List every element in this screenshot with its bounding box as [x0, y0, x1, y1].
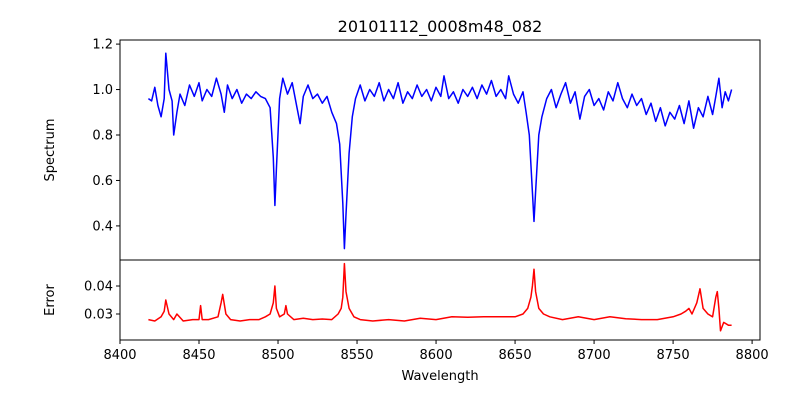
- x-tick-label: 8800: [736, 348, 769, 363]
- plot-frame-1: [119, 259, 761, 341]
- y-tick-label: 1.0: [92, 83, 113, 98]
- series-line-error: [148, 262, 732, 332]
- x-tick-label: 8400: [103, 348, 136, 363]
- y-tick-label: 0.04: [84, 280, 113, 295]
- y-tick-label: 0.8: [92, 129, 113, 144]
- y-axis-label-spectrum: Spectrum: [43, 119, 58, 182]
- x-tick-label: 8550: [340, 348, 373, 363]
- chart-title: 20101112_0008m48_082: [338, 17, 543, 37]
- series-line-spectrum: [147, 52, 733, 250]
- y-tick-label: 0.03: [84, 307, 113, 322]
- x-tick-label: 8500: [261, 348, 294, 363]
- y-tick-label: 1.2: [92, 38, 113, 53]
- y-tick-label: 0.4: [92, 219, 113, 234]
- x-tick-label: 8700: [578, 348, 611, 363]
- x-axis-label: Wavelength: [401, 369, 478, 384]
- x-tick-label: 8600: [420, 348, 453, 363]
- y-axis-label-error: Error: [43, 284, 58, 316]
- x-tick-label: 8650: [499, 348, 532, 363]
- plot-frame-0: [119, 39, 761, 261]
- x-tick-label: 8450: [182, 348, 215, 363]
- x-tick-label: 8750: [657, 348, 690, 363]
- y-tick-label: 0.6: [92, 174, 113, 189]
